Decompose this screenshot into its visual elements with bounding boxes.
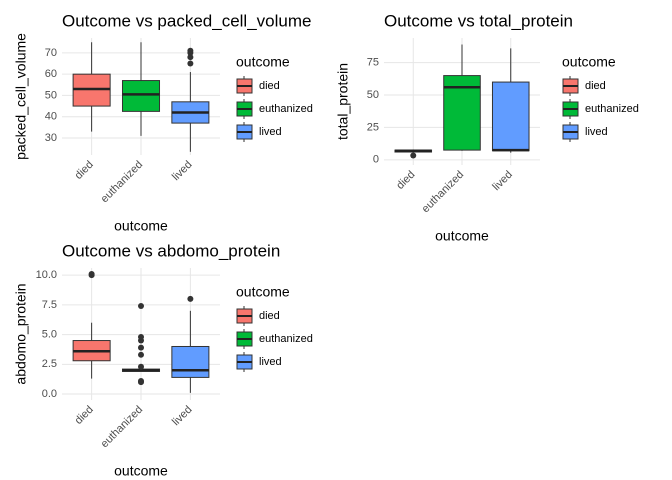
outlier: [138, 351, 144, 358]
y-tick-label: 5.0: [42, 329, 57, 341]
legend-label: euthanized: [259, 333, 313, 345]
legend-label: euthanized: [585, 103, 639, 115]
y-axis-label: packed_cell_volume: [13, 33, 29, 160]
x-tick-label: died: [73, 404, 96, 427]
outlier: [138, 303, 144, 310]
legend-label: euthanized: [259, 103, 313, 115]
outlier: [187, 54, 194, 61]
outlier: [187, 60, 194, 67]
legend-label: lived: [259, 356, 282, 368]
x-axis-label: outcome: [114, 463, 168, 479]
y-tick-label: 40: [45, 111, 57, 123]
x-tick-label: lived: [170, 159, 194, 183]
x-axis-label: outcome: [435, 228, 489, 244]
y-tick-label: 50: [367, 89, 379, 101]
outlier: [187, 295, 194, 302]
x-tick-label: lived: [170, 404, 194, 428]
y-axis-label: total_protein: [335, 63, 351, 140]
y-tick-label: 2.5: [42, 358, 57, 370]
y-tick-label: 70: [45, 47, 57, 59]
y-tick-label: 75: [367, 57, 379, 69]
outlier: [138, 344, 144, 351]
legend-label: lived: [259, 126, 282, 138]
y-tick-label: 60: [45, 68, 57, 80]
outlier: [138, 333, 144, 340]
legend-label: died: [259, 310, 280, 322]
x-tick-label: euthanized: [420, 169, 467, 216]
x-axis-label: outcome: [114, 218, 168, 234]
outlier: [187, 47, 194, 54]
outlier: [410, 152, 417, 159]
legend-title: outcome: [236, 284, 290, 300]
legend-title: outcome: [562, 54, 616, 70]
y-tick-label: 50: [45, 89, 57, 101]
box: [121, 80, 161, 112]
x-tick-label: euthanized: [99, 159, 146, 206]
outlier: [138, 363, 144, 370]
chart-title: Outcome vs abdomo_protein: [62, 241, 280, 260]
legend-label: lived: [585, 126, 608, 138]
x-tick-label: died: [394, 169, 417, 192]
y-tick-label: 0.0: [42, 388, 57, 400]
x-tick-label: euthanized: [99, 404, 146, 451]
box: [491, 81, 530, 152]
box: [171, 345, 210, 378]
y-tick-label: 7.5: [42, 299, 57, 311]
outlier: [88, 270, 95, 277]
y-tick-label: 30: [45, 132, 57, 144]
y-tick-label: 10.0: [36, 269, 57, 281]
x-tick-label: lived: [490, 169, 514, 193]
legend-title: outcome: [236, 54, 290, 70]
chart-title: Outcome vs total_protein: [384, 11, 573, 30]
legend-label: died: [259, 80, 280, 92]
x-tick-label: died: [73, 159, 96, 182]
y-tick-label: 25: [367, 121, 379, 133]
chart-title: Outcome vs packed_cell_volume: [62, 11, 311, 30]
y-tick-label: 0: [373, 154, 379, 166]
legend-label: died: [585, 80, 606, 92]
y-axis-label: abdomo_protein: [13, 283, 29, 384]
outlier: [138, 377, 144, 384]
